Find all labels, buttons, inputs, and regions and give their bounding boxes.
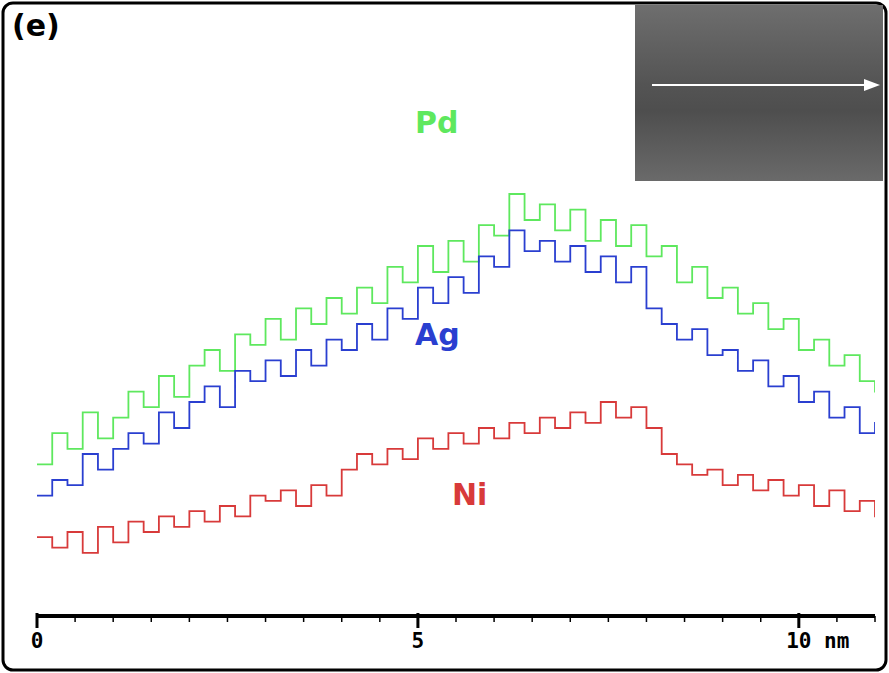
minor-tick (151, 616, 153, 622)
x-tick (416, 613, 419, 628)
series-label: Ni (452, 477, 487, 512)
series-line (37, 230, 875, 495)
x-tick (36, 613, 39, 628)
minor-tick (646, 616, 648, 622)
minor-tick (265, 616, 267, 622)
x-tick (797, 613, 800, 628)
inset-arrow-head (864, 79, 880, 91)
series-line (37, 402, 875, 553)
x-tick-label: 10 nm (786, 629, 849, 653)
minor-tick (874, 616, 876, 622)
inset-arrow (652, 84, 868, 86)
minor-tick (227, 616, 229, 622)
panel-label: (e) (12, 8, 60, 43)
series-label: Ag (415, 317, 460, 352)
minor-tick (303, 616, 305, 622)
minor-tick (836, 616, 838, 622)
frame (3, 3, 886, 670)
minor-tick (608, 616, 610, 622)
minor-tick (189, 616, 191, 622)
figure: Pd Ag Ni 0 5 10 nm (e) (0, 0, 889, 673)
minor-tick (74, 616, 76, 622)
minor-tick (570, 616, 572, 622)
plot-area (37, 194, 875, 553)
series-label: Pd (415, 105, 458, 140)
minor-tick (531, 616, 533, 622)
minor-tick (341, 616, 343, 622)
inset-image (635, 5, 883, 181)
minor-tick (112, 616, 114, 622)
minor-tick (379, 616, 381, 622)
minor-tick (684, 616, 686, 622)
x-tick-label: 5 (412, 629, 425, 653)
x-tick-label: 0 (31, 629, 44, 653)
series-line (37, 194, 875, 464)
minor-tick (455, 616, 457, 622)
minor-tick (722, 616, 724, 622)
minor-tick (493, 616, 495, 622)
minor-tick (760, 616, 762, 622)
